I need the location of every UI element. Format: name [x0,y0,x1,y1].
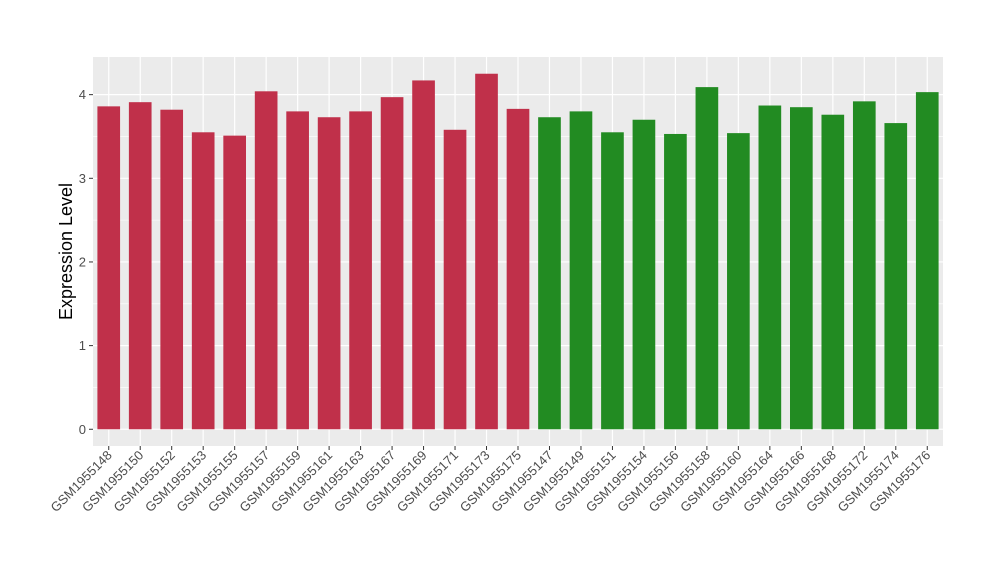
bar [852,101,876,430]
bar [790,107,813,430]
bar [569,111,593,430]
y-tick-label: 3 [79,171,86,186]
x-axis: GSM1955148GSM1955150GSM1955152GSM1955153… [48,446,933,515]
bar [884,123,908,430]
y-tick-label: 0 [79,422,86,437]
y-tick-label: 2 [79,254,86,269]
bar [317,117,341,430]
y-axis-title: Expression Level [56,183,76,320]
bar [758,105,782,430]
bar [632,119,656,430]
bar [223,135,246,430]
bar [443,129,467,430]
bar [128,102,152,430]
bar [821,114,845,430]
bar [380,97,404,430]
bar [475,73,498,430]
bar [695,87,719,430]
bar [286,111,309,430]
bar [601,132,624,430]
y-tick-label: 1 [79,338,86,353]
bar [506,108,530,430]
bar [160,109,184,430]
bar [97,106,121,430]
bar [349,111,372,430]
bar [664,133,687,430]
bar [191,132,215,430]
bars [97,73,939,430]
bar [412,80,435,430]
bar [538,117,561,430]
y-axis: 0 1 2 3 4 [79,87,93,437]
bar [727,133,750,430]
y-tick-label: 4 [79,87,86,102]
bar [915,92,939,430]
bar [254,91,278,430]
